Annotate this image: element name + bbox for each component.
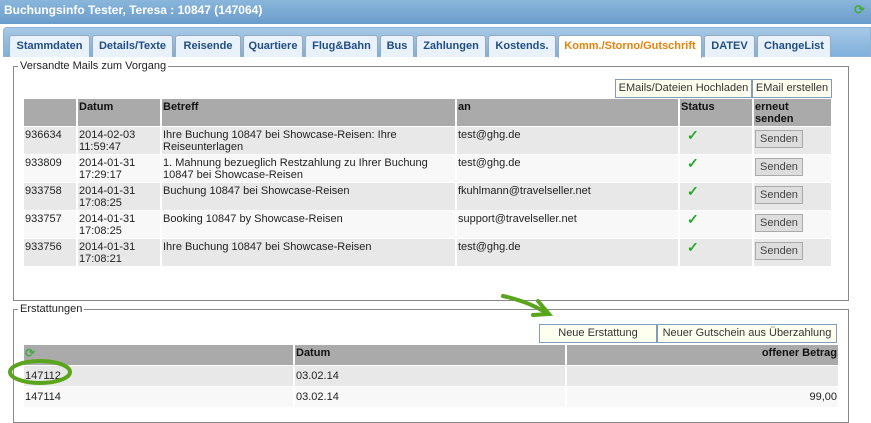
mail-cell-status: ✓: [680, 183, 752, 210]
mail-cell-id: 933756: [24, 239, 76, 266]
check-icon: ✓: [687, 239, 699, 255]
resend-button[interactable]: Senden: [755, 130, 803, 148]
mail-cell-status: ✓: [680, 127, 752, 154]
tab-bus[interactable]: Bus: [380, 35, 414, 57]
tab-datev[interactable]: DATEV: [704, 35, 755, 57]
upload-emails-button[interactable]: EMails/Dateien Hochladen: [615, 79, 752, 98]
annotation-arrow: [501, 294, 554, 317]
refunds-header-id: ⟳: [24, 345, 293, 365]
mails-header-datum: Datum: [78, 99, 160, 126]
refund-cell-id[interactable]: 147112: [24, 366, 293, 386]
resend-button[interactable]: Senden: [755, 214, 803, 232]
mail-cell-datum: 2014-01-31 17:29:17: [78, 155, 160, 182]
tab-zahlungen[interactable]: Zahlungen: [416, 35, 486, 57]
mail-cell-betreff: Ihre Buchung 10847 bei Showcase-Reisen: …: [162, 127, 455, 154]
mail-cell-betreff: 1. Mahnung bezueglich Restzahlung zu Ihr…: [162, 155, 455, 182]
mail-cell-resend: Senden: [754, 211, 831, 238]
mail-cell-status: ✓: [680, 155, 752, 182]
mail-cell-resend: Senden: [754, 127, 831, 154]
mails-header-id: [24, 99, 76, 126]
mails-header-an: an: [457, 99, 678, 126]
refund-cell-id[interactable]: 147114: [24, 387, 293, 407]
refunds-legend: Erstattungen: [20, 303, 83, 315]
mail-cell-datum: 2014-01-31 17:08:25: [78, 183, 160, 210]
annotation-circle: [8, 359, 72, 385]
mails-header-status: Status: [680, 99, 752, 126]
mail-cell-an: test@ghg.de: [457, 239, 678, 266]
refresh-icon[interactable]: ⟳: [854, 2, 865, 17]
mail-cell-id: 933757: [24, 211, 76, 238]
check-icon: ✓: [687, 155, 699, 171]
mail-cell-resend: Senden: [754, 239, 831, 266]
mail-cell-resend: Senden: [754, 183, 831, 210]
annotation-overlay: [8, 294, 554, 385]
tab-bar: Stammdaten Details/Texte Reisende Quarti…: [3, 27, 871, 58]
new-voucher-button[interactable]: Neuer Gutschein aus Überzahlung: [657, 324, 837, 343]
refresh-icon[interactable]: ⟳: [25, 346, 36, 360]
mail-cell-status: ✓: [680, 211, 752, 238]
mail-cell-datum: 2014-01-31 17:08:25: [78, 211, 160, 238]
refund-cell-betrag: 99,00: [567, 387, 838, 407]
tab-changelist[interactable]: ChangeList: [757, 35, 831, 57]
mails-fieldset: Versandte Mails zum Vorgang: [13, 60, 849, 301]
tab-details-texte[interactable]: Details/Texte: [92, 35, 173, 57]
mail-cell-id: 933758: [24, 183, 76, 210]
mail-cell-betreff: Booking 10847 by Showcase-Reisen: [162, 211, 455, 238]
window-title: Buchungsinfo Tester, Teresa : 10847 (147…: [4, 3, 263, 17]
mail-cell-datum: 2014-01-31 17:08:21: [78, 239, 160, 266]
refunds-header-betrag: offener Betrag: [567, 345, 838, 365]
check-icon: ✓: [687, 211, 699, 227]
mail-cell-an: fkuhlmann@travelseller.net: [457, 183, 678, 210]
tab-quartiere[interactable]: Quartiere: [243, 35, 303, 57]
mail-cell-id: 933809: [24, 155, 76, 182]
mail-cell-datum: 2014-02-03 11:59:47: [78, 127, 160, 154]
check-icon: ✓: [687, 183, 699, 199]
check-icon: ✓: [687, 127, 699, 143]
mail-cell-an: test@ghg.de: [457, 127, 678, 154]
mails-legend: Versandte Mails zum Vorgang: [20, 60, 167, 72]
create-email-button[interactable]: EMail erstellen: [752, 79, 832, 98]
refund-cell-datum: 03.02.14: [295, 366, 565, 386]
window-title-bar: Buchungsinfo Tester, Teresa : 10847 (147…: [0, 0, 871, 24]
tab-stammdaten[interactable]: Stammdaten: [9, 35, 90, 57]
tab-flug-bahn[interactable]: Flug&Bahn: [305, 35, 378, 57]
tab-reisende[interactable]: Reisende: [175, 35, 241, 57]
mail-cell-status: ✓: [680, 239, 752, 266]
mail-cell-id: 936634: [24, 127, 76, 154]
tab-kostends[interactable]: Kostends.: [488, 35, 556, 57]
mails-header-resend: erneut senden: [754, 99, 831, 126]
tab-komm-storno-gutschrift[interactable]: Komm./Storno/Gutschrift: [558, 35, 702, 58]
mail-cell-betreff: Buchung 10847 bei Showcase-Reisen: [162, 183, 455, 210]
mail-cell-an: support@travelseller.net: [457, 211, 678, 238]
resend-button[interactable]: Senden: [755, 186, 803, 204]
refund-cell-datum: 03.02.14: [295, 387, 565, 407]
mail-cell-an: test@ghg.de: [457, 155, 678, 182]
refunds-header-datum: Datum: [295, 345, 565, 365]
resend-button[interactable]: Senden: [755, 242, 803, 260]
mail-cell-betreff: Ihre Buchung 10847 bei Showcase-Reisen: [162, 239, 455, 266]
refund-cell-betrag: [567, 366, 838, 386]
mails-header-betreff: Betreff: [162, 99, 455, 126]
new-refund-button[interactable]: Neue Erstattung: [539, 324, 657, 343]
mail-cell-resend: Senden: [754, 155, 831, 182]
resend-button[interactable]: Senden: [755, 158, 803, 176]
